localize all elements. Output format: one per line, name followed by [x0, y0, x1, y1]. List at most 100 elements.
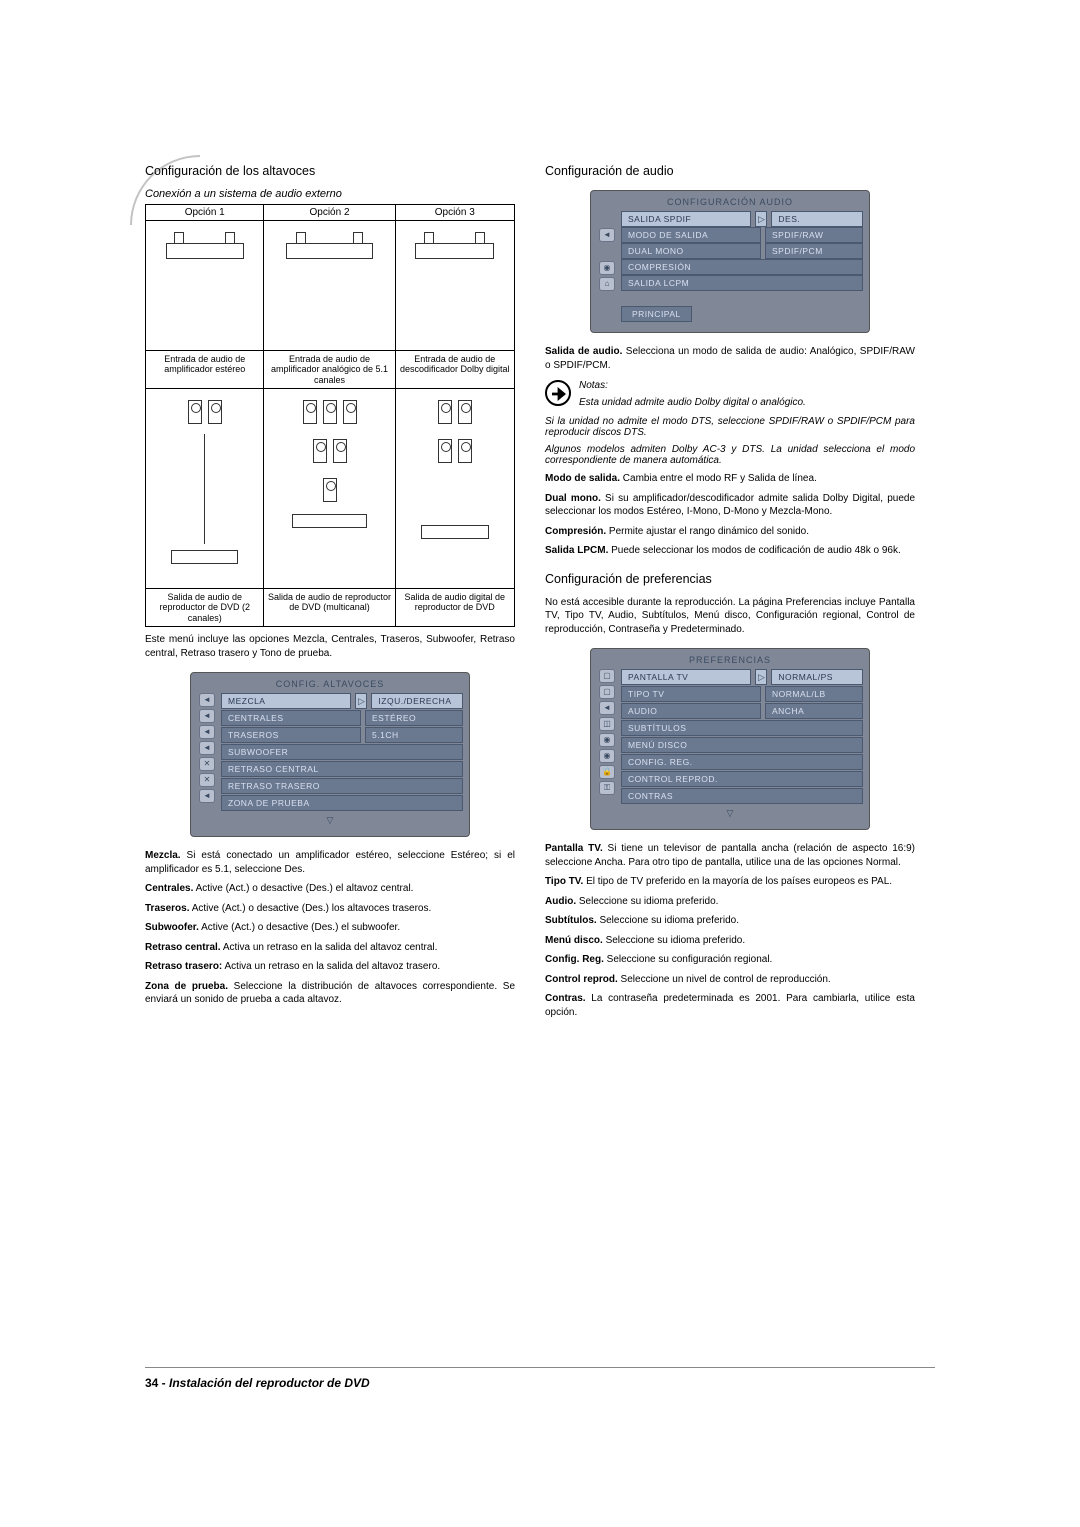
definition-item: Audio. Seleccione su idioma preferido.	[545, 895, 915, 909]
right-arrow-icon: ▷	[355, 693, 367, 709]
osd-label: SALIDA LCPM	[621, 275, 863, 291]
speaker-icon: ◄	[199, 741, 215, 755]
osd-value: DES.	[771, 211, 863, 227]
osd-row: ZONA DE PRUEBA	[221, 795, 463, 811]
definition-item: Subwoofer. Active (Act.) o desactive (De…	[145, 921, 515, 935]
lock-icon: 🔒	[599, 765, 615, 779]
osd-label: MEZCLA	[221, 693, 351, 709]
nota-2: Si la unidad no admite el modo DTS, sele…	[545, 416, 915, 438]
osd-audio-menu: CONFIGURACIÓN AUDIO ◄ ◉ ⌂ SALIDA SPDIF▷D…	[590, 190, 870, 333]
osd-value: ANCHA	[765, 703, 863, 719]
osd-value: IZQU./DERECHA	[371, 693, 463, 709]
dvd-caption: Salida de audio digital de reproductor d…	[395, 589, 514, 627]
home-icon: ⌂	[599, 277, 615, 291]
def-salida-lpcm: Salida LPCM. Puede seleccionar los modos…	[545, 544, 915, 558]
osd-row: MENÚ DISCO	[621, 737, 863, 753]
osd-row: TRASEROS5.1CH	[221, 727, 463, 743]
dvd-caption: Salida de audio de reproductor de DVD (m…	[264, 589, 395, 627]
amp-caption: Entrada de audio de amplificador estéreo	[146, 351, 264, 389]
osd-preferences-menu: PREFERENCIAS ▢ ▢ ◄ ◫ ◉ ◉ 🔒 ⚿ PANTALLA TV…	[590, 648, 870, 830]
speaker-icon: ◄	[199, 709, 215, 723]
amp-diagram	[395, 221, 514, 351]
globe-icon: ◉	[599, 749, 615, 763]
nota-3: Algunos modelos admiten Dolby AC-3 y DTS…	[545, 444, 915, 466]
left-column: Configuración de los altavoces Conexión …	[145, 160, 515, 1025]
page-content: Configuración de los altavoces Conexión …	[145, 160, 935, 1390]
osd-label: CENTRALES	[221, 710, 361, 726]
osd-title: CONFIGURACIÓN AUDIO	[597, 197, 863, 207]
definition-item: Tipo TV. El tipo de TV preferido en la m…	[545, 875, 915, 889]
osd-label: MENÚ DISCO	[621, 737, 863, 753]
definition-item: Mezcla. Si está conectado un amplificado…	[145, 849, 515, 876]
osd-label: ZONA DE PRUEBA	[221, 795, 463, 811]
def-dual-mono: Dual mono. Si su amplificador/descodific…	[545, 492, 915, 519]
osd-principal: PRINCIPAL	[621, 306, 692, 322]
osd-row: RETRASO TRASERO	[221, 778, 463, 794]
globe-icon: ◉	[599, 261, 615, 275]
speaker-diagram	[395, 389, 514, 589]
osd-row: SALIDA SPDIF▷DES.	[621, 211, 863, 227]
amp-diagram	[146, 221, 264, 351]
osd-row: AUDIOANCHA	[621, 703, 863, 719]
def-salida-audio: Salida de audio. Selecciona un modo de s…	[545, 345, 915, 372]
osd-value: ESTÉREO	[365, 710, 463, 726]
tv-icon: ▢	[599, 669, 615, 683]
osd-row: RETRASO CENTRAL	[221, 761, 463, 777]
dvd-caption: Salida de audio de reproductor de DVD (2…	[146, 589, 264, 627]
amp-diagram	[264, 221, 395, 351]
key-icon: ⚿	[599, 781, 615, 795]
heading-audio: Configuración de audio	[545, 164, 915, 178]
osd-row: CONFIG. REG.	[621, 754, 863, 770]
disc-icon: ◉	[599, 733, 615, 747]
definition-item: Traseros. Active (Act.) o desactive (Des…	[145, 902, 515, 916]
def-modo-salida: Modo de salida. Cambia entre el modo RF …	[545, 472, 915, 486]
speaker-icon: ◄	[599, 701, 615, 715]
definition-item: Retraso central. Activa un retraso en la…	[145, 941, 515, 955]
page-footer: 34 - Instalación del reproductor de DVD	[145, 1367, 935, 1390]
definition-item: Zona de prueba. Seleccione la distribuci…	[145, 980, 515, 1007]
osd-row: CENTRALESESTÉREO	[221, 710, 463, 726]
osd-value: NORMAL/PS	[771, 669, 863, 685]
right-arrow-icon: ▷	[755, 669, 767, 685]
tool-icon: ✕	[199, 773, 215, 787]
tool-icon: ✕	[199, 757, 215, 771]
osd-label: DUAL MONO	[621, 243, 761, 259]
note-arrow-icon	[545, 380, 571, 406]
option-header: Opción 3	[395, 205, 514, 221]
heading-preferences: Configuración de preferencias	[545, 572, 915, 586]
page-number: 34 -	[145, 1376, 169, 1390]
osd-value: SPDIF/PCM	[765, 243, 863, 259]
osd-icon-column: ◄ ◄ ◄ ◄ ✕ ✕ ◄	[197, 693, 217, 811]
osd-label: COMPRESIÓN	[621, 259, 863, 275]
osd-row: SALIDA LCPM	[621, 275, 863, 291]
right-column: Configuración de audio CONFIGURACIÓN AUD…	[545, 160, 915, 1025]
speaker-icon: ◄	[199, 693, 215, 707]
osd-row: TIPO TVNORMAL/LB	[621, 686, 863, 702]
speaker-icon: ◄	[199, 725, 215, 739]
osd-row: SUBWOOFER	[221, 744, 463, 760]
osd-label: CONFIG. REG.	[621, 754, 863, 770]
down-arrow-icon: ▽	[197, 815, 463, 826]
footer-title: Instalación del reproductor de DVD	[169, 1376, 370, 1390]
osd-icon-column: ▢ ▢ ◄ ◫ ◉ ◉ 🔒 ⚿	[597, 669, 617, 804]
menu-intro-text: Este menú incluye las opciones Mezcla, C…	[145, 633, 515, 660]
notes-block: Notas: Esta unidad admite audio Dolby di…	[545, 380, 915, 408]
osd-row: PANTALLA TV▷NORMAL/PS	[621, 669, 863, 685]
osd-row: CONTRAS	[621, 788, 863, 804]
osd-label: CONTRAS	[621, 788, 863, 804]
nota-1: Esta unidad admite audio Dolby digital o…	[579, 397, 806, 408]
osd-label: SALIDA SPDIF	[621, 211, 751, 227]
connection-diagram-table: Opción 1 Opción 2 Opción 3 En	[145, 204, 515, 627]
tv-icon: ▢	[599, 685, 615, 699]
osd-title: CONFIG. ALTAVOCES	[197, 679, 463, 689]
definition-item: Subtítulos. Seleccione su idioma preferi…	[545, 914, 915, 928]
speaker-diagram	[146, 389, 264, 589]
subtitle-icon: ◫	[599, 717, 615, 731]
prefs-intro: No está accesible durante la reproducció…	[545, 596, 915, 637]
osd-row: CONTROL REPROD.	[621, 771, 863, 787]
osd-title: PREFERENCIAS	[597, 655, 863, 665]
osd-label: SUBWOOFER	[221, 744, 463, 760]
option-header: Opción 2	[264, 205, 395, 221]
down-arrow-icon: ▽	[597, 808, 863, 819]
osd-speakers-menu: CONFIG. ALTAVOCES ◄ ◄ ◄ ◄ ✕ ✕ ◄ MEZCLA▷I…	[190, 672, 470, 837]
